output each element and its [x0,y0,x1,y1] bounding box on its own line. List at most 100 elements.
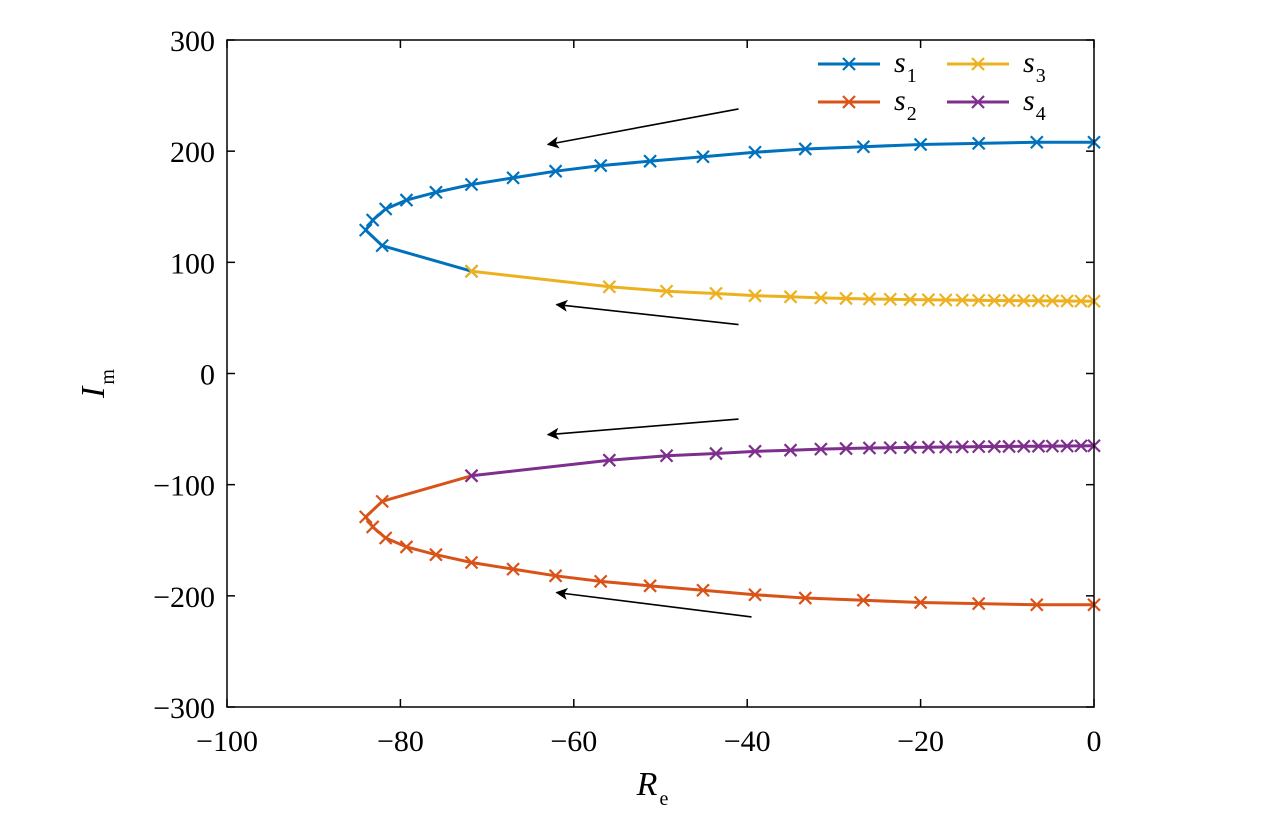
data-point [971,439,986,454]
x-tick-label: 0 [1087,725,1102,758]
marker-stroke [883,440,898,455]
marker-stroke [862,292,877,306]
marker-stroke [1031,439,1046,453]
series-line [364,140,1094,273]
data-point [696,583,710,598]
data-point [1045,294,1060,308]
data-point [862,441,877,455]
data-point [798,591,813,605]
series-line [471,269,1095,303]
marker-stroke [709,286,723,301]
data-point [938,440,953,454]
marker-stroke [1030,597,1044,612]
data-point [506,171,520,185]
marker-stroke [921,293,936,307]
y-tick-label: −100 [153,470,215,503]
marker-stroke [709,446,723,461]
data-point [399,193,414,207]
marker-stroke [602,280,617,294]
y-tick-label: 100 [170,247,215,280]
x-tick-label: −40 [724,725,771,758]
data-point [913,137,928,152]
data-point [1016,439,1031,454]
y-axis-label-sub: m [97,369,119,385]
data-point [375,238,389,253]
data-point [748,587,762,602]
legend-entry-s2: s2 [818,84,917,125]
legend-marker [842,57,856,71]
data-point [798,142,813,156]
data-point [987,293,1002,308]
marker-stroke [856,139,871,154]
marker-stroke [748,145,762,160]
legend-label: s4 [1023,84,1046,125]
marker-stroke [839,291,853,306]
data-point [1074,294,1088,308]
marker-stroke [748,444,762,459]
marker-stroke [696,583,710,598]
marker-stroke [938,440,953,454]
marker-stroke [643,154,657,168]
marker-stroke [464,468,479,483]
legend-entry-s4: s4 [947,84,1046,125]
plot-frame [226,39,1095,708]
x-tick-label: −60 [550,725,597,758]
marker-stroke [971,57,985,71]
direction-arrow [555,587,752,618]
data-point [506,562,520,576]
data-point [814,442,828,456]
data-point [938,293,953,307]
series-s1 [358,135,1101,279]
data-point [921,440,936,454]
marker-stroke [548,569,563,583]
marker-stroke [1002,293,1016,308]
marker-stroke [783,290,798,304]
marker-stroke [365,520,380,534]
marker-stroke [913,137,928,152]
legend-entry-s1: s1 [818,46,917,87]
legend-marker [971,95,985,109]
marker-stroke [399,540,414,554]
data-point [814,291,828,305]
marker-stroke [883,292,898,307]
y-tick-label: −300 [153,692,215,725]
data-point [709,446,723,461]
data-point [856,593,871,608]
data-point [921,293,936,307]
series-s3 [464,264,1101,309]
data-point [358,223,373,237]
legend-label: s2 [894,84,917,125]
marker-stroke [358,223,373,237]
marker-stroke [1060,439,1074,453]
data-point [378,202,393,216]
marker-stroke [602,453,617,467]
marker-stroke [971,439,986,454]
data-point [709,286,723,301]
data-point [862,292,877,306]
data-point [429,185,443,200]
data-point [659,284,674,299]
y-axis-label: Im [75,369,119,399]
marker-stroke [862,441,877,455]
data-point [659,448,674,463]
data-point [839,441,853,456]
marker-stroke [375,238,389,253]
marker-stroke [839,441,853,456]
data-point [464,555,479,570]
data-point [643,154,657,168]
data-point [399,540,414,554]
data-point [602,453,617,467]
legend-marker [971,57,985,71]
marker-stroke [987,439,1002,454]
marker-stroke [429,185,443,200]
data-point [1060,294,1074,308]
marker-stroke [375,494,389,509]
data-point [464,177,479,192]
legend-entry-s3: s3 [947,46,1046,87]
marker-stroke [748,587,762,602]
y-tick-label: 300 [170,25,215,58]
marker-stroke [971,293,986,308]
data-point [748,145,762,160]
data-point [593,574,608,589]
data-point [365,213,380,227]
